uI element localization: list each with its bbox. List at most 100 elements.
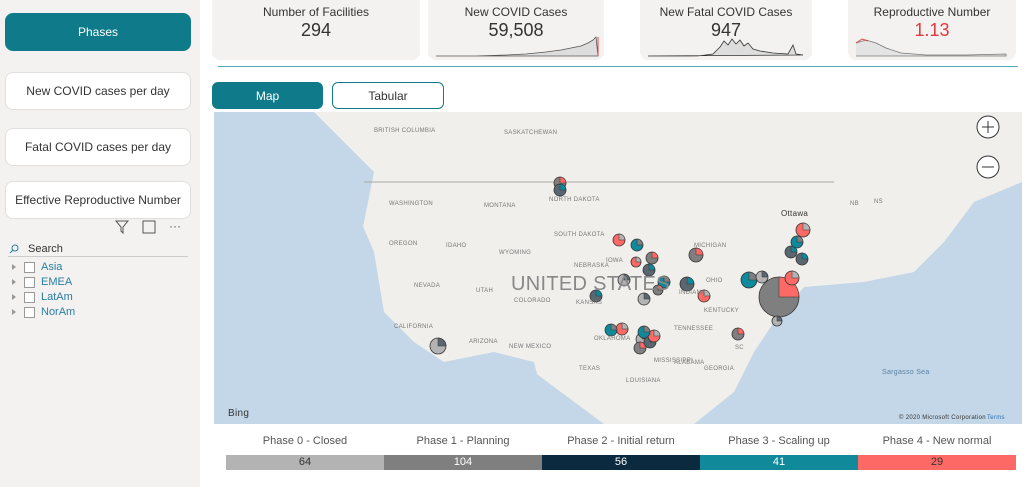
map-label: LOUISIANA <box>626 378 661 384</box>
search-icon <box>9 244 19 253</box>
map-label: BRITISH COLUMBIA <box>374 128 435 134</box>
phase-label: Phase 1 - Planning <box>416 435 510 447</box>
phase-count: 56 <box>542 455 700 470</box>
nav-button[interactable]: Effective Reproductive Number <box>5 181 191 219</box>
phase-label: Phase 2 - Initial return <box>567 435 675 447</box>
kpi-label: Reproductive Number <box>873 5 991 19</box>
sparkline <box>856 38 1007 57</box>
slicer-item[interactable]: EMEA <box>12 275 72 289</box>
phase-count: 29 <box>858 455 1016 470</box>
map: BRITISH COLUMBIA SASKATCHEWAN WASHINGTON MO… <box>214 112 1022 424</box>
slicer-item[interactable]: NorAm <box>12 305 75 319</box>
facility-pins <box>429 176 811 355</box>
map-label: WYOMING <box>499 250 531 256</box>
pin-slice <box>621 322 629 330</box>
slicer-item[interactable]: Asia <box>12 260 62 274</box>
map-label: IDAHO <box>446 243 467 249</box>
search-placeholder: Search <box>28 242 63 255</box>
phase-label: Phase 0 - Closed <box>262 435 348 447</box>
pin-slice <box>653 329 661 337</box>
zoom-controls <box>976 115 1000 179</box>
kpi-value: 59,508 <box>488 20 544 40</box>
nav-button[interactable]: Phases <box>5 13 191 51</box>
pin-slice <box>623 273 631 281</box>
expand-arrow <box>12 294 16 300</box>
pin-slice <box>686 276 695 285</box>
checkbox <box>24 276 35 288</box>
phase-count: 104 <box>384 455 542 470</box>
pin-slice <box>437 337 447 347</box>
kpi-card: Reproductive Number 1.13 <box>848 0 1016 60</box>
pin-slice <box>643 325 651 333</box>
slicer: Search Asia EMEA LatAm NorAm <box>8 241 188 318</box>
phase-label: Phase 3 - Scaling up <box>728 435 830 447</box>
map-label: NORTH DAKOTA <box>549 197 600 203</box>
pin-slice <box>776 315 783 322</box>
expand-arrow <box>12 264 16 270</box>
pin-slice <box>643 292 651 300</box>
map-label: OREGON <box>389 241 417 247</box>
checkbox <box>24 261 35 273</box>
map-label: ARIZONA <box>469 339 498 345</box>
pin-slice <box>618 233 626 241</box>
sparkline <box>648 38 804 57</box>
map-label: INDIANA <box>679 290 705 296</box>
map-label: Sargasso Sea <box>882 369 930 376</box>
map-label: GEORGIA <box>704 366 734 372</box>
map-label: SASKATCHEWAN <box>504 130 557 136</box>
pin-slice <box>703 289 711 297</box>
slicer-label: Asia <box>41 261 63 273</box>
map-label: KENTUCKY <box>704 308 739 314</box>
kpi-card: New COVID Cases 59,508 <box>428 0 604 60</box>
pin-slice <box>648 263 656 271</box>
map-label: MONTANA <box>484 203 516 209</box>
terms-link[interactable]: Terms <box>987 415 1005 421</box>
tab[interactable]: Tabular <box>332 82 444 109</box>
bing-logo: Bing <box>228 408 249 419</box>
kpi-value: 947 <box>710 20 742 40</box>
slicer-icons: ··· <box>114 219 181 235</box>
pin-slice <box>791 270 800 279</box>
kpi-label: New Fatal COVID Cases <box>659 5 793 19</box>
nav-button[interactable]: New COVID cases per day <box>5 72 191 110</box>
pin-slice <box>657 284 664 291</box>
expand-icon[interactable] <box>142 220 156 234</box>
map-label: NB <box>850 201 859 207</box>
pin-slice <box>595 289 603 297</box>
kpi-value: 294 <box>300 20 332 40</box>
search-box[interactable]: Search <box>8 241 188 257</box>
expand-arrow <box>12 309 16 315</box>
slicer-label: LatAm <box>41 291 73 303</box>
pin-slice <box>635 256 642 263</box>
kpi-label: Number of Facilities <box>262 5 370 19</box>
pin-slice <box>651 251 659 259</box>
map-label: OHIO <box>706 278 723 284</box>
nav-button[interactable]: Fatal COVID cases per day <box>5 128 191 166</box>
pin-slice <box>796 235 804 243</box>
map-label: WASHINGTON <box>389 201 433 207</box>
kpi-value: 1.13 <box>914 20 950 40</box>
map-label: SC <box>735 345 744 351</box>
pin-slice <box>663 275 671 283</box>
map-label: UTAH <box>476 288 493 294</box>
pin-slice <box>610 323 618 331</box>
slicer-label: EMEA <box>41 276 73 288</box>
kpi-card: Number of Facilities 294 <box>212 0 420 60</box>
sparkline <box>436 36 599 57</box>
more-icon[interactable]: ··· <box>169 219 181 233</box>
filter-icon[interactable] <box>114 220 130 235</box>
map-label: NEVADA <box>414 283 440 289</box>
pacific <box>214 112 544 424</box>
pin-slice <box>802 222 811 231</box>
divider <box>218 66 1018 67</box>
copyright: © 2020 Microsoft Corporation <box>899 414 986 421</box>
checkbox <box>24 306 35 318</box>
tab[interactable]: Map <box>212 82 323 109</box>
map-label: TENNESSEE <box>674 326 713 332</box>
pin-slice <box>559 176 567 184</box>
map-label: ALABAMA <box>674 360 704 366</box>
map-label: NEW MEXICO <box>509 344 551 350</box>
pin-slice <box>695 247 704 256</box>
slicer-item[interactable]: LatAm <box>12 290 73 304</box>
